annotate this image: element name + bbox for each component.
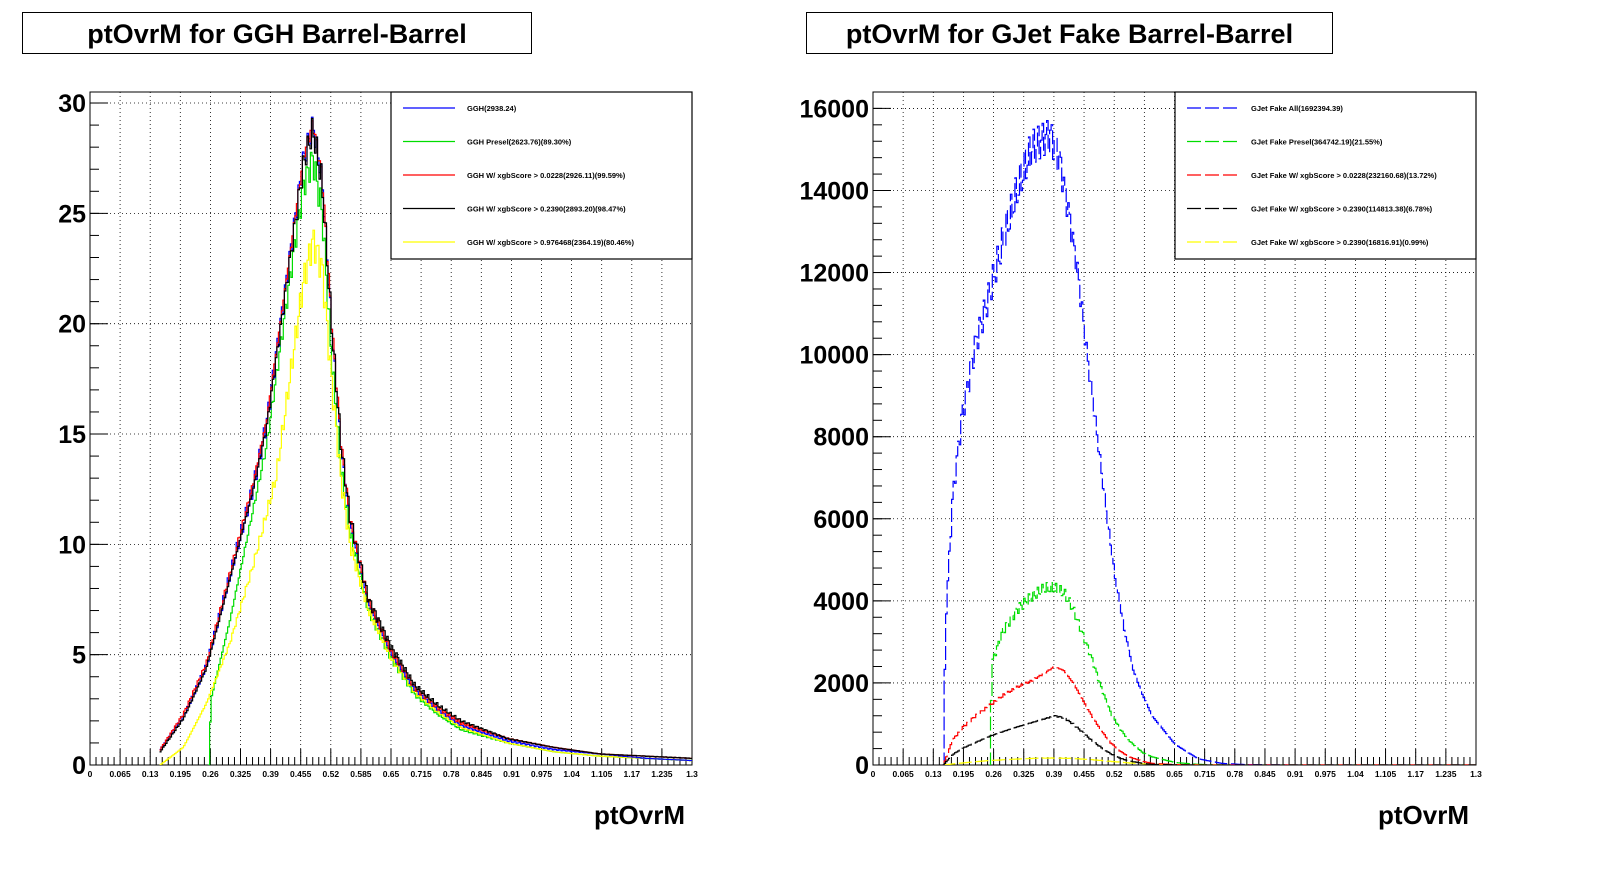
x-tick-label: 1.04 <box>563 769 580 779</box>
ggh-title: ptOvrM for GGH Barrel-Barrel <box>22 12 532 54</box>
x-tick-label: 1.105 <box>591 769 613 779</box>
x-tick-label: 0.26 <box>202 769 219 779</box>
y-tick-label: 10000 <box>799 342 869 370</box>
legend-label: GGH Presel(2623.76)(89.30%) <box>467 138 572 147</box>
gjet-title: ptOvrM for GJet Fake Barrel-Barrel <box>806 12 1333 54</box>
series-line-2 <box>942 666 1476 765</box>
legend-label: GJet Fake W/ xgbScore > 0.2390(16816.91)… <box>1251 238 1429 247</box>
y-tick-label: 0 <box>72 752 86 780</box>
x-tick-label: 0.78 <box>443 769 460 779</box>
x-tick-label: 0.91 <box>1287 769 1304 779</box>
legend-label: GGH(2938.24) <box>467 104 517 113</box>
y-tick-label: 16000 <box>799 95 869 123</box>
x-tick-label: 0.65 <box>383 769 400 779</box>
x-tick-label: 0.715 <box>1194 769 1216 779</box>
series-line-3 <box>159 117 692 759</box>
x-tick-label: 1.3 <box>1470 769 1482 779</box>
x-tick-label: 0.39 <box>1046 769 1063 779</box>
legend-box <box>390 91 693 260</box>
x-tick-label: 0.13 <box>925 769 942 779</box>
gjet-x-axis-title: ptOvrM <box>1378 800 1469 830</box>
x-tick-label: 0.585 <box>1134 769 1156 779</box>
legend-label: GGH W/ xgbScore > 0.976468(2364.19)(80.4… <box>467 238 634 247</box>
y-tick-label: 12000 <box>799 260 869 288</box>
x-tick-label: 0.845 <box>1254 769 1276 779</box>
x-tick-label: 0.13 <box>142 769 159 779</box>
gjet-fake-plot: 0 0.065 0.13 0.195 0.26 0.325 0.39 0.455 0.52 0.5… <box>799 91 1482 780</box>
x-tick-label: 1.04 <box>1347 769 1364 779</box>
x-tick-label: 0.195 <box>953 769 975 779</box>
legend-label: GJet Fake W/ xgbScore > 0.2390(114813.38… <box>1251 205 1433 214</box>
x-tick-label: 0.195 <box>170 769 192 779</box>
y-tick-label: 10 <box>58 531 86 559</box>
series-line-3 <box>942 715 1476 765</box>
x-tick-label: 0 <box>871 769 876 779</box>
y-tick-label: 0 <box>855 752 869 780</box>
ggh-x-axis-title: ptOvrM <box>594 800 685 830</box>
series-line-1 <box>989 582 1476 765</box>
x-tick-label: 0.325 <box>230 769 252 779</box>
y-tick-label: 2000 <box>813 670 869 698</box>
x-tick-label: 1.235 <box>1435 769 1457 779</box>
series-line-0 <box>942 120 1476 765</box>
x-tick-label: 0.975 <box>531 769 553 779</box>
legend-label: GJet Fake All(1692394.39) <box>1251 104 1343 113</box>
y-tick-label: 14000 <box>799 177 869 205</box>
x-tick-label: 0.39 <box>262 769 279 779</box>
x-tick-label: 1.3 <box>686 769 698 779</box>
x-tick-label: 0.52 <box>1106 769 1123 779</box>
x-tick-label: 0.455 <box>1073 769 1095 779</box>
x-tick-label: 0.065 <box>893 769 915 779</box>
x-tick-label: 0.845 <box>471 769 493 779</box>
y-tick-label: 15 <box>58 421 86 449</box>
legend-label: GJet Fake W/ xgbScore > 0.0228(232160.68… <box>1251 171 1437 180</box>
x-tick-label: 1.17 <box>1407 769 1424 779</box>
x-tick-label: 0.91 <box>503 769 520 779</box>
y-tick-label: 25 <box>58 200 86 228</box>
x-tick-label: 0.52 <box>323 769 340 779</box>
legend-label: GJet Fake Presel(364742.19)(21.55%) <box>1251 138 1383 147</box>
y-tick-label: 6000 <box>813 506 869 534</box>
x-tick-label: 0.975 <box>1315 769 1337 779</box>
x-tick-label: 0.65 <box>1166 769 1183 779</box>
y-tick-label: 5 <box>72 642 86 670</box>
x-tick-label: 1.17 <box>624 769 641 779</box>
y-tick-label: 8000 <box>813 424 869 452</box>
x-tick-label: 0.325 <box>1013 769 1035 779</box>
legend-label: GGH W/ xgbScore > 0.0228(2926.11)(99.59%… <box>467 171 626 180</box>
y-tick-label: 30 <box>58 90 86 118</box>
x-tick-label: 0.26 <box>985 769 1002 779</box>
x-tick-label: 0.065 <box>109 769 131 779</box>
legend-label: GGH W/ xgbScore > 0.2390(2893.20)(98.47%… <box>467 205 626 214</box>
x-tick-label: 1.105 <box>1375 769 1397 779</box>
y-tick-label: 20 <box>58 311 86 339</box>
x-tick-label: 0.585 <box>350 769 372 779</box>
series-line-4 <box>159 229 692 765</box>
y-tick-label: 4000 <box>813 588 869 616</box>
x-tick-label: 0.715 <box>410 769 432 779</box>
x-tick-label: 0.78 <box>1227 769 1244 779</box>
ggh-plot: 0 0.065 0.13 0.195 0.26 0.325 0.39 0.455 0.52 0.5… <box>58 90 698 780</box>
x-tick-label: 0.455 <box>290 769 312 779</box>
x-tick-label: 0 <box>88 769 93 779</box>
x-tick-label: 1.235 <box>651 769 673 779</box>
